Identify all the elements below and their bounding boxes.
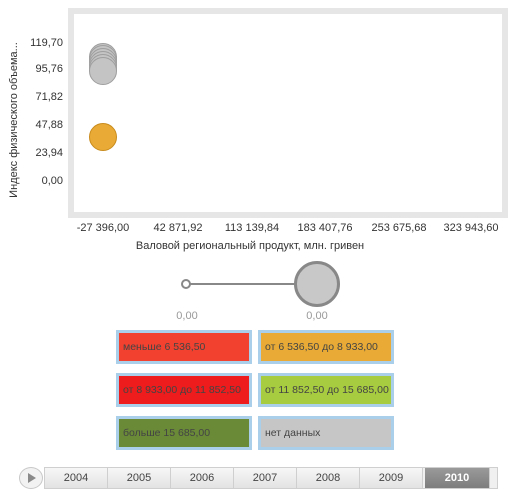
- x-tick-label: 183 407,76: [297, 222, 353, 234]
- data-bubble[interactable]: [89, 122, 117, 151]
- legend-item-label: меньше 6 536,50: [123, 341, 206, 353]
- legend-item-label: нет данных: [265, 427, 321, 439]
- legend-item-no-data[interactable]: нет данных: [258, 416, 394, 450]
- year-tab-2008[interactable]: 2008: [297, 468, 360, 488]
- play-button[interactable]: [19, 467, 43, 489]
- legend-item-range-3[interactable]: от 8 933,00 до 11 852,50: [116, 373, 252, 407]
- y-tick-label: 119,70: [30, 37, 63, 49]
- legend-item-label: от 11 852,50 до 15 685,00: [265, 384, 389, 396]
- y-tick-label: 0,00: [41, 175, 63, 187]
- size-min-label: 0,00: [176, 310, 198, 322]
- y-axis-label: Индекс физического объема...: [8, 42, 20, 198]
- legend-item-label: больше 15 685,00: [123, 427, 211, 439]
- x-axis-label: Валовой региональный продукт, млн. гриве…: [135, 240, 365, 252]
- legend-item-range-5[interactable]: больше 15 685,00: [116, 416, 252, 450]
- chart-frame: [68, 8, 508, 218]
- year-tab-2007[interactable]: 2007: [234, 468, 297, 488]
- size-slider-max-handle[interactable]: [294, 261, 340, 307]
- data-bubble[interactable]: [89, 57, 117, 86]
- year-tab-2006[interactable]: 2006: [171, 468, 234, 488]
- y-tick-label: 71,82: [35, 91, 63, 103]
- x-tick-label: 323 943,60: [443, 222, 499, 234]
- plot-area: [74, 14, 502, 212]
- x-tick-label: -27 396,00: [76, 222, 130, 234]
- x-tick-label: 113 139,84: [224, 222, 280, 234]
- x-tick-label: 253 675,68: [371, 222, 427, 234]
- legend-item-label: от 6 536,50 до 8 933,00: [265, 341, 378, 353]
- legend-item-label: от 8 933,00 до 11 852,50: [123, 384, 241, 396]
- size-slider-track[interactable]: [187, 283, 317, 285]
- year-tab-2005[interactable]: 2005: [108, 468, 171, 488]
- y-tick-label: 95,76: [35, 63, 63, 75]
- size-max-label: 0,00: [306, 310, 328, 322]
- legend-item-range-2[interactable]: от 6 536,50 до 8 933,00: [258, 330, 394, 364]
- year-tab-2010[interactable]: 2010: [425, 468, 490, 488]
- year-tab-2004[interactable]: 2004: [45, 468, 108, 488]
- y-tick-label: 47,88: [35, 119, 63, 131]
- play-icon: [28, 473, 36, 483]
- legend-item-range-4[interactable]: от 11 852,50 до 15 685,00: [258, 373, 394, 407]
- x-tick-label: 42 871,92: [153, 222, 203, 234]
- y-tick-label: 23,94: [35, 147, 63, 159]
- year-tab-2009[interactable]: 2009: [360, 468, 423, 488]
- legend-item-range-1[interactable]: меньше 6 536,50: [116, 330, 252, 364]
- size-slider-min-handle[interactable]: [181, 279, 191, 289]
